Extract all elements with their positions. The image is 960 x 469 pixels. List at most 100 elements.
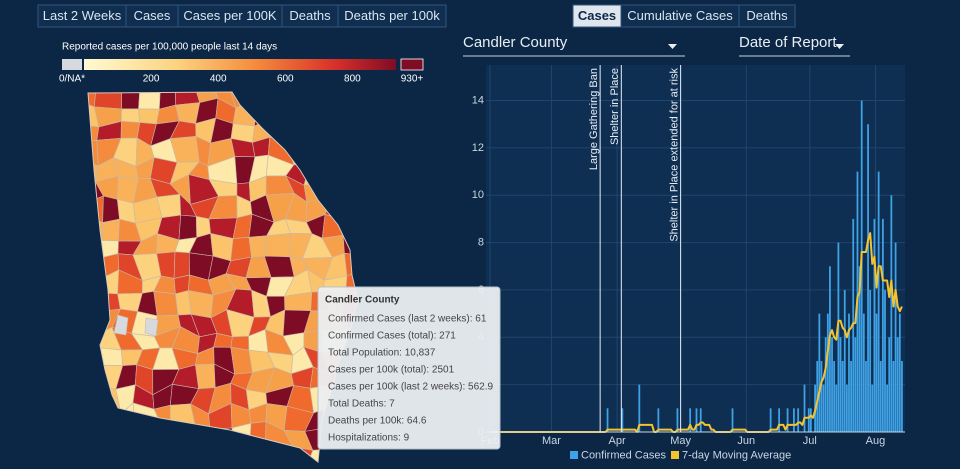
date-select[interactable]: Date of Report	[739, 34, 837, 51]
bar	[829, 266, 831, 432]
tab[interactable]	[337, 4, 447, 28]
bar	[695, 408, 698, 432]
legend-label: 930+	[401, 74, 424, 85]
y-tick-label: 8	[478, 236, 484, 248]
bar	[699, 408, 702, 432]
bar	[833, 360, 836, 432]
bar	[901, 360, 903, 432]
bar	[881, 218, 884, 432]
county[interactable]	[144, 317, 159, 337]
plot-area	[486, 65, 905, 432]
bar	[621, 408, 624, 432]
tab-label[interactable]: Deaths	[289, 8, 331, 23]
tooltip-line: Total Population: 10,837	[328, 348, 436, 359]
bar	[892, 360, 895, 432]
county[interactable]	[102, 195, 120, 223]
tooltip-line: Deaths per 100k: 64.6	[328, 416, 427, 427]
bar	[786, 408, 789, 432]
bar	[896, 337, 899, 432]
tab-label[interactable]: Cases	[578, 8, 616, 23]
bar	[606, 408, 609, 432]
tab-label[interactable]: Deaths	[746, 8, 788, 23]
bar	[809, 408, 812, 432]
bar	[875, 313, 878, 432]
county[interactable]	[120, 120, 141, 139]
county-select[interactable]: Candler County	[463, 34, 568, 51]
event-label: Large Gathering Ban	[588, 68, 600, 170]
tab-label[interactable]: Last 2 Weeks	[43, 8, 122, 23]
bar	[793, 408, 795, 432]
bar	[818, 313, 821, 432]
bar	[657, 408, 660, 432]
legend-label: 7-day Moving Average	[682, 449, 791, 461]
x-tick-label: Mar	[542, 435, 561, 447]
county[interactable]	[195, 363, 216, 390]
tooltip-line: Hospitalizations: 9	[328, 433, 410, 444]
bar	[890, 195, 893, 432]
y-tick-label: 14	[472, 94, 484, 106]
tooltip-line: Cases per 100k (last 2 weeks): 562.9	[328, 382, 494, 393]
tab-label[interactable]: Deaths per 100k	[344, 8, 440, 23]
bar	[888, 337, 891, 432]
bar	[841, 360, 844, 432]
bar	[822, 384, 825, 432]
bar	[862, 313, 865, 432]
bar	[778, 408, 780, 432]
bar	[820, 360, 823, 432]
tooltip-line: Cases per 100k (total): 2501	[328, 365, 455, 376]
y-tick-label: 10	[472, 189, 484, 201]
bar	[807, 408, 810, 432]
bar	[816, 360, 819, 432]
bar	[843, 289, 846, 432]
county[interactable]	[173, 251, 190, 279]
bar	[865, 360, 867, 432]
bar	[731, 408, 734, 432]
bar	[831, 337, 833, 432]
county[interactable]	[178, 214, 198, 241]
event-label: Shelter in Place	[609, 68, 621, 145]
tooltip-title: Candler County	[325, 295, 400, 306]
bar	[676, 408, 679, 432]
select-caret[interactable]	[835, 44, 844, 49]
bar	[638, 384, 641, 432]
y-tick-label: 12	[472, 142, 484, 154]
bar	[867, 124, 869, 433]
bar	[837, 242, 840, 432]
county[interactable]	[264, 233, 291, 258]
bar	[886, 384, 889, 432]
bar	[898, 313, 901, 432]
county[interactable]	[248, 235, 268, 258]
county[interactable]	[113, 314, 129, 336]
legend-na-box	[62, 59, 82, 70]
tooltip-line: Confirmed Cases (last 2 weeks): 61	[328, 314, 487, 325]
bar	[689, 408, 692, 432]
legend-swatch	[570, 451, 578, 459]
county[interactable]	[230, 236, 252, 262]
legend-label: 800	[344, 74, 361, 85]
bar	[884, 289, 886, 432]
bar	[877, 171, 880, 432]
legend-title: Reported cases per 100,000 people last 1…	[62, 42, 277, 53]
legend-gradient	[84, 59, 396, 70]
tab-label[interactable]: Cases per 100K	[183, 8, 277, 23]
event-label: Shelter in Place extended for at risk	[669, 68, 681, 242]
select-caret[interactable]	[668, 44, 677, 49]
tab-label[interactable]: Cumulative Cases	[627, 8, 733, 23]
tab[interactable]	[738, 4, 796, 28]
county[interactable]	[101, 218, 120, 242]
bar	[839, 337, 842, 432]
tab-label[interactable]: Cases	[134, 8, 171, 23]
tooltip: Candler County Confirmed Cases (last 2 we…	[317, 286, 501, 450]
county[interactable]	[153, 291, 179, 317]
bar	[858, 266, 861, 432]
county[interactable]	[121, 108, 141, 123]
bar	[854, 337, 857, 432]
tooltip-line: Confirmed Cases (total): 271	[328, 331, 456, 342]
legend-label: 400	[210, 74, 227, 85]
legend-max-box	[400, 58, 424, 71]
county[interactable]	[187, 290, 214, 319]
x-tick-label: Jul	[803, 435, 817, 447]
county[interactable]	[138, 108, 160, 125]
bar	[873, 218, 876, 432]
